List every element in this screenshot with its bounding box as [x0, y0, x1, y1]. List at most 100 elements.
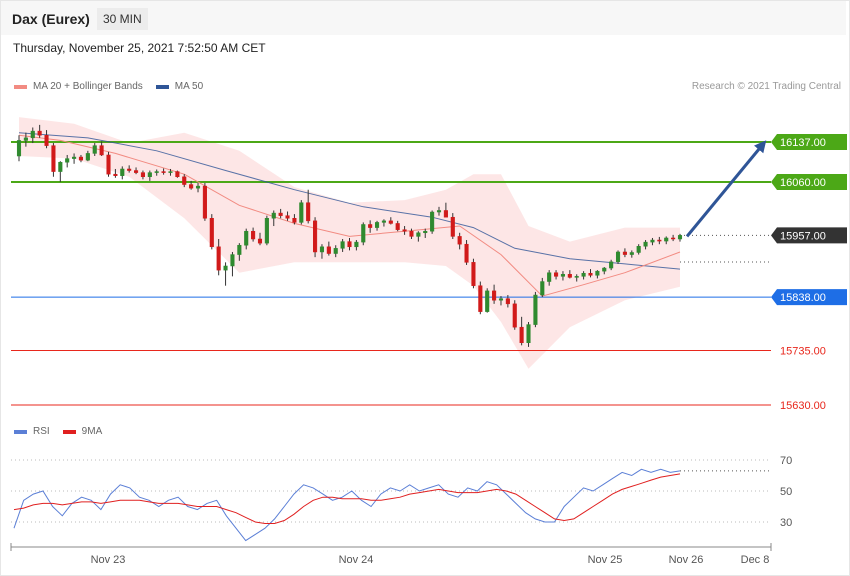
candle	[292, 214, 297, 225]
candle-body	[175, 171, 180, 178]
candle	[195, 182, 201, 193]
candle	[615, 250, 621, 264]
x-tick-label: Nov 24	[339, 554, 374, 566]
candle	[457, 232, 462, 250]
candle-body	[430, 211, 435, 232]
candle-body	[588, 272, 593, 276]
candle-body	[120, 168, 125, 176]
candle-body	[498, 298, 504, 301]
candle-body	[30, 130, 35, 139]
candle	[409, 228, 414, 240]
target-arrow	[685, 140, 767, 238]
candle	[533, 291, 538, 328]
level-label-3: 15838.00	[780, 292, 826, 304]
candle-body	[347, 241, 352, 248]
candle-body	[492, 290, 497, 301]
candle-body	[416, 232, 421, 237]
candle-body	[154, 171, 159, 173]
candle-body	[554, 272, 559, 277]
candle-body	[512, 303, 517, 328]
rsi-panel: 70 50 30	[11, 455, 792, 542]
candle-body	[540, 281, 545, 296]
candle	[44, 130, 49, 149]
candle-body	[189, 184, 194, 189]
candle	[106, 151, 111, 177]
candle-body	[650, 239, 655, 243]
candle	[354, 240, 359, 251]
candle-body	[257, 238, 263, 244]
candle-body	[182, 176, 187, 185]
candle	[554, 270, 559, 280]
candle	[244, 228, 249, 250]
main-legend: MA 20 + Bollinger Bands MA 50	[14, 81, 216, 92]
level-label-2: 15957.00	[780, 230, 826, 242]
candle	[636, 244, 641, 255]
candle	[313, 217, 318, 258]
candle-body	[643, 241, 648, 247]
candle-body	[292, 218, 297, 223]
candle-body	[436, 210, 442, 213]
candle	[278, 208, 283, 219]
candle	[485, 288, 490, 313]
candle	[567, 270, 572, 279]
candle-body	[602, 267, 607, 272]
candle-body	[361, 224, 366, 243]
candle-body	[519, 326, 524, 344]
candle-body	[443, 210, 448, 218]
candle-body	[51, 145, 56, 172]
candle	[65, 154, 70, 168]
candle-body	[209, 218, 214, 248]
candle-body	[44, 135, 49, 146]
rsi-tick-50: 50	[780, 486, 792, 498]
candle	[430, 210, 435, 234]
candle-body	[374, 222, 380, 228]
candle-body	[664, 237, 669, 242]
candle	[478, 281, 483, 315]
level-tag-bg-3	[771, 289, 847, 306]
legend-label-9ma: 9MA	[81, 426, 103, 437]
candle	[381, 219, 386, 227]
candle	[175, 170, 180, 178]
candle	[154, 169, 159, 176]
candle	[182, 174, 187, 188]
candle-body	[471, 262, 476, 286]
candle-body	[402, 229, 407, 232]
candle	[23, 132, 28, 147]
candle-body	[127, 168, 132, 171]
candle-body	[595, 270, 600, 276]
timeframe-badge[interactable]: 30 MIN	[97, 8, 148, 30]
candle-body	[671, 237, 676, 240]
candle-body	[388, 220, 393, 224]
candle-body	[306, 202, 311, 222]
candle-body	[78, 156, 84, 161]
candle-body	[609, 261, 614, 269]
candle	[402, 226, 407, 235]
legend-item-ma50: MA 50	[155, 81, 203, 92]
candle	[134, 167, 139, 175]
candle	[285, 211, 290, 221]
candle	[85, 150, 90, 162]
candle	[450, 213, 455, 240]
candle-body	[16, 140, 22, 157]
x-tick-label: Nov 26	[669, 554, 704, 566]
candle-body	[113, 173, 118, 176]
candle	[319, 244, 325, 259]
candle	[374, 220, 380, 231]
level-tag-bg-0	[771, 134, 847, 150]
candle	[271, 210, 276, 227]
candle	[37, 124, 42, 138]
candle-body	[299, 202, 304, 223]
candle	[340, 239, 345, 252]
candle	[92, 143, 97, 157]
candle-body	[230, 254, 235, 267]
legend-swatch-ma50	[155, 84, 169, 89]
candle-body	[85, 153, 90, 161]
candle	[216, 239, 221, 276]
candle	[574, 274, 579, 282]
candle-body	[195, 185, 201, 189]
candle-body	[567, 274, 572, 278]
candle-body	[581, 272, 586, 277]
candle	[223, 262, 228, 286]
candle-body	[464, 243, 469, 263]
